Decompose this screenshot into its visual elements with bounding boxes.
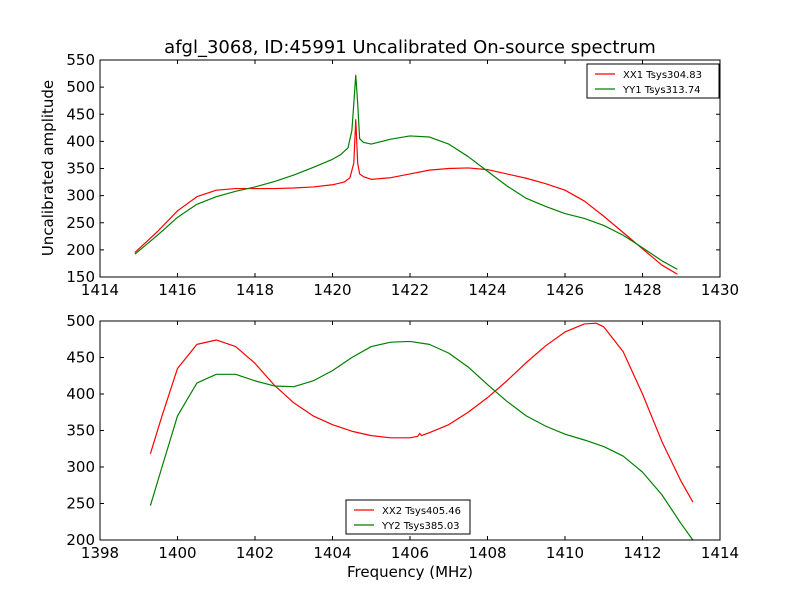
top-y-tick-label: 350 [66, 160, 95, 178]
bottom-x-tick-label: 1410 [546, 544, 584, 562]
bottom-y-tick-label: 250 [66, 495, 95, 513]
top-y-tick-label: 550 [66, 51, 95, 69]
bottom-y-tick-label: 350 [66, 422, 95, 440]
top-y-tick-label: 250 [66, 214, 95, 232]
bottom-legend-label-2: YY2 Tsys385.03 [381, 521, 460, 532]
bottom-y-tick-label: 450 [66, 349, 95, 367]
bottom-series-line-1 [149, 322, 694, 503]
top-x-tick-label: 1420 [313, 281, 351, 299]
top-y-tick-label: 450 [66, 105, 95, 123]
bottom-y-tick-label: 500 [66, 312, 95, 330]
bottom-y-tick-label: 300 [66, 458, 95, 476]
bottom-x-tick-label: 1406 [391, 544, 429, 562]
bottom-x-tick-label: 1408 [468, 544, 506, 562]
bottom-x-tick-label: 1402 [236, 544, 274, 562]
top-legend-label-1: XX1 Tsys304.83 [623, 70, 702, 81]
bottom-y-tick-label: 200 [66, 531, 95, 549]
top-x-tick-label: 1428 [623, 281, 661, 299]
top-y-tick-label: 200 [66, 241, 95, 259]
top-x-tick-label: 1430 [701, 281, 739, 299]
top-y-tick-label: 400 [66, 132, 95, 150]
top-x-tick-label: 1414 [81, 281, 119, 299]
bottom-x-tick-label: 1404 [313, 544, 351, 562]
bottom-legend-box [345, 499, 471, 535]
top-legend-box [586, 63, 720, 99]
bottom-x-tick-label: 1398 [81, 544, 119, 562]
x-axis-label: Frequency (MHz) [347, 563, 473, 581]
top-y-tick-label: 300 [66, 187, 95, 205]
top-x-tick-label: 1418 [236, 281, 274, 299]
top-y-tick-label: 500 [66, 78, 95, 96]
top-x-tick-label: 1416 [158, 281, 196, 299]
top-legend-label-2: YY1 Tsys313.74 [622, 85, 701, 96]
top-series-line-2 [134, 74, 678, 270]
bottom-legend: XX2 Tsys405.46 YY2 Tsys385.03 [345, 499, 471, 535]
top-y-tick-label: 150 [66, 268, 95, 286]
bottom-x-tick-label: 1414 [701, 544, 739, 562]
bottom-y-tick-label: 400 [66, 385, 95, 403]
top-panel: 1414 1416 1418 1420 1422 1424 1426 1428 1430 150 2… [66, 51, 739, 299]
bottom-x-tick-label: 1400 [158, 544, 196, 562]
top-x-tick-label: 1426 [546, 281, 584, 299]
bottom-panel: 1398 1400 1402 1404 1406 1408 1410 1412 1414 200 2… [66, 312, 739, 562]
top-legend: XX1 Tsys304.83 YY1 Tsys313.74 [586, 63, 720, 99]
bottom-series-line-2 [149, 340, 694, 541]
bottom-legend-label-1: XX2 Tsys405.46 [382, 506, 461, 517]
y-axis-label-top: Uncalibrated amplitude [39, 80, 57, 256]
top-x-tick-label: 1422 [391, 281, 429, 299]
top-x-tick-label: 1424 [468, 281, 506, 299]
chart-title: afgl_3068, ID:45991 Uncalibrated On-sour… [164, 37, 656, 58]
bottom-x-tick-label: 1412 [623, 544, 661, 562]
